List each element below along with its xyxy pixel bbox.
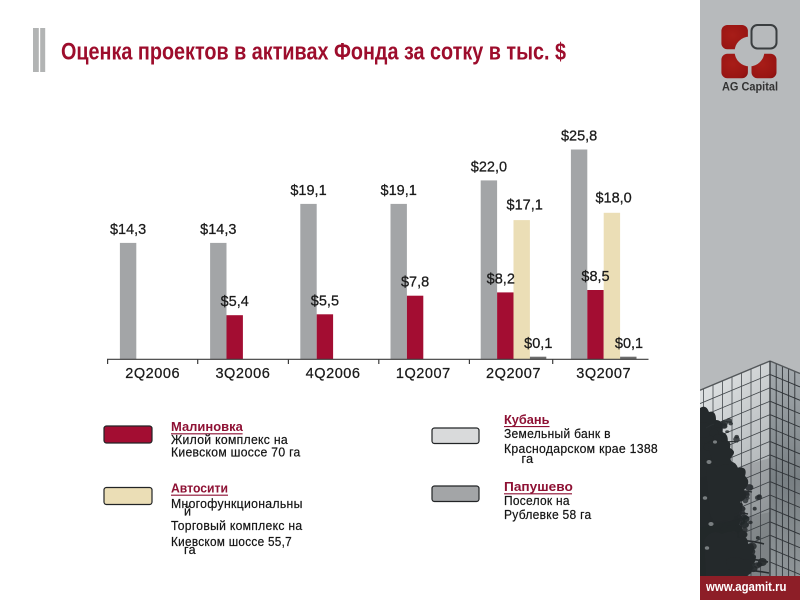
svg-text:Малиновка: Малиновка [171,420,244,434]
svg-text:$8,5: $8,5 [581,269,609,285]
svg-text:Торговый комплекс на: Торговый комплекс на [171,519,302,533]
svg-text:Киевском шоссе 70 га: Киевском шоссе 70 га [171,446,301,460]
svg-text:Папушево: Папушево [504,480,573,494]
svg-text:$0,1: $0,1 [524,336,552,352]
svg-text:$25,8: $25,8 [561,129,597,145]
svg-text:4Q2006: 4Q2006 [306,366,361,382]
svg-text:2Q2006: 2Q2006 [125,366,180,382]
svg-text:www.agamit.ru: www.agamit.ru [705,579,786,594]
svg-text:1Q2007: 1Q2007 [396,366,451,382]
svg-text:Рублевке 58 га: Рублевке 58 га [504,508,592,522]
svg-text:$17,1: $17,1 [507,198,543,214]
svg-text:$19,1: $19,1 [381,183,417,199]
svg-text:$14,3: $14,3 [200,222,236,238]
svg-text:$7,8: $7,8 [401,275,429,291]
svg-text:й: й [184,505,191,519]
svg-text:$19,1: $19,1 [290,183,326,199]
svg-text:Многофункциональны: Многофункциональны [171,497,303,511]
svg-text:AG Capital: AG Capital [722,80,778,94]
svg-text:га: га [522,452,534,466]
svg-text:Оценка проектов в активах Фонд: Оценка проектов в активах Фонда за сотку… [61,38,566,65]
svg-text:3Q2006: 3Q2006 [215,366,270,382]
svg-text:$22,0: $22,0 [471,159,507,175]
svg-text:Поселок на: Поселок на [504,494,570,508]
svg-text:$14,3: $14,3 [110,222,146,238]
svg-text:2Q2007: 2Q2007 [486,366,541,382]
svg-text:Кубань: Кубань [504,413,550,427]
svg-text:Автосити: Автосити [171,481,228,495]
svg-text:$18,0: $18,0 [595,190,631,206]
svg-text:Жилой комплекс на: Жилой комплекс на [171,433,288,447]
svg-text:$0,1: $0,1 [615,336,643,352]
svg-text:Киевском шоссе 55,7: Киевском шоссе 55,7 [171,535,292,549]
svg-text:$8,2: $8,2 [487,271,515,287]
svg-text:3Q2007: 3Q2007 [576,366,631,382]
svg-text:$5,4: $5,4 [221,294,249,310]
svg-text:Земельный банк в: Земельный банк в [504,427,611,441]
svg-text:Краснодарском крае 1388: Краснодарском крае 1388 [504,442,658,456]
svg-text:$5,5: $5,5 [311,293,339,309]
svg-text:га: га [184,543,196,557]
